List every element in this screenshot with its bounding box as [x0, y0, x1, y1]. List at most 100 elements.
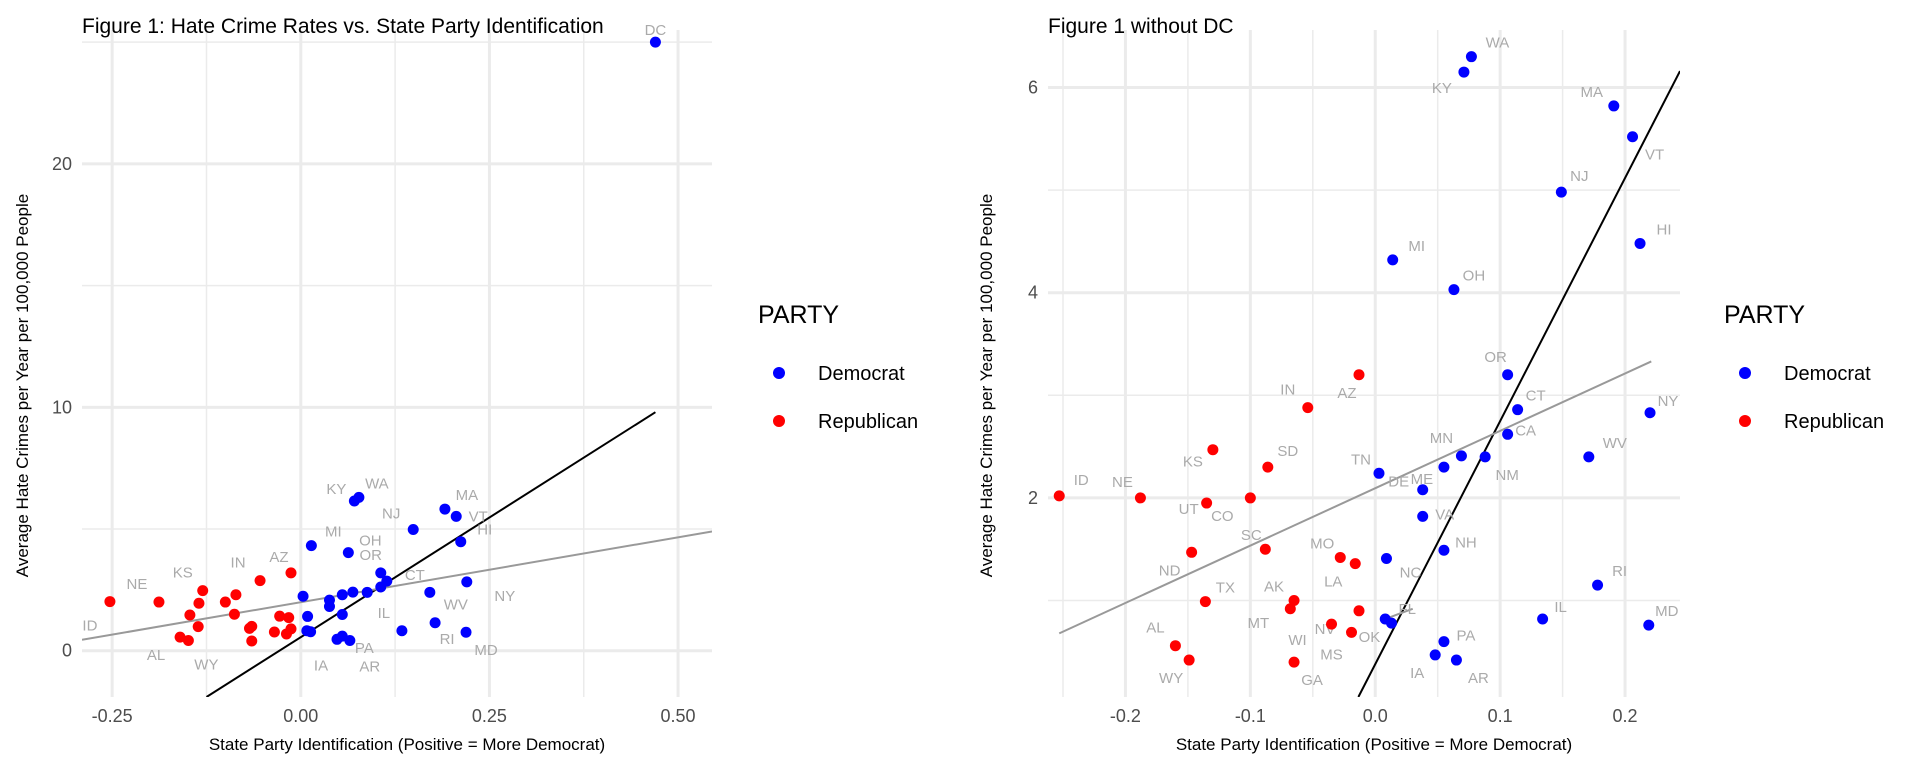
y-axis-title: Average Hate Crimes per Year per 100,000… [977, 194, 996, 577]
data-point [1134, 492, 1146, 504]
data-point [153, 596, 165, 608]
legend-label-republican: Republican [818, 411, 918, 433]
data-point [1502, 369, 1514, 381]
point-label: MI [1408, 238, 1425, 255]
point-label: IL [378, 605, 391, 622]
data-point [1387, 254, 1399, 266]
data-point [455, 536, 467, 548]
point-label: KY [1432, 80, 1452, 97]
legend-key-democrat [1739, 367, 1751, 379]
data-point [1259, 543, 1271, 555]
point-label: AL [1146, 620, 1164, 637]
point-label: MA [1581, 84, 1604, 101]
point-label: KY [326, 481, 346, 498]
data-point [1346, 626, 1358, 638]
point-label: WA [365, 475, 389, 492]
point-label: AL [147, 647, 165, 664]
data-point [1644, 407, 1656, 419]
data-point [228, 608, 240, 620]
point-label: MD [1655, 603, 1678, 620]
data-point [1448, 284, 1460, 296]
data-point [649, 36, 661, 48]
point-label: VT [469, 508, 488, 525]
point-label: MT [1247, 615, 1269, 632]
x-tick-label: 0.1 [1488, 706, 1513, 726]
data-point [1608, 100, 1620, 112]
point-label: PA [1456, 628, 1475, 645]
data-point [1207, 444, 1219, 456]
point-label: NY [494, 588, 515, 605]
legend: PARTY Democrat Republican [758, 301, 918, 433]
point-label: SC [1241, 527, 1262, 544]
point-label: LA [1324, 574, 1342, 591]
data-point [1450, 654, 1462, 666]
point-label: WV [444, 596, 468, 613]
data-point [283, 612, 295, 624]
data-point [174, 631, 186, 643]
data-point [1326, 618, 1338, 630]
data-point [344, 635, 356, 647]
data-point [1592, 579, 1604, 591]
data-point [439, 503, 451, 515]
y-tick-label: 6 [1028, 77, 1038, 97]
x-axis-title: State Party Identification (Positive = M… [209, 735, 605, 754]
data-point [1502, 428, 1514, 440]
point-label: RI [440, 631, 455, 648]
point-label: AR [359, 659, 380, 676]
data-point [285, 567, 297, 579]
point-label: KS [173, 565, 193, 582]
data-point [230, 589, 242, 601]
data-point [348, 495, 360, 507]
point-label: IN [231, 555, 246, 572]
data-point [1053, 490, 1065, 502]
data-point [396, 625, 408, 637]
point-label: CA [1515, 422, 1536, 439]
data-point [1353, 605, 1365, 617]
data-point [1334, 551, 1346, 563]
point-label: MD [474, 642, 497, 659]
data-point [1201, 497, 1213, 509]
point-label: OH [1463, 268, 1486, 285]
data-point [1429, 649, 1441, 661]
point-label: TN [1351, 451, 1371, 468]
data-point [1634, 237, 1646, 249]
data-point [104, 596, 116, 608]
data-point [375, 567, 387, 579]
data-point [305, 540, 317, 552]
legend-key-democrat [773, 367, 785, 379]
point-label: ID [82, 618, 97, 635]
data-point [1417, 484, 1429, 496]
point-label: WY [1159, 670, 1183, 687]
chart-title: Figure 1: Hate Crime Rates vs. State Par… [82, 15, 604, 38]
data-point [1373, 467, 1385, 479]
point-label: CO [1211, 508, 1234, 525]
x-axis-title: State Party Identification (Positive = M… [1176, 735, 1572, 754]
data-point [1455, 450, 1467, 462]
point-label: NE [1112, 474, 1133, 491]
data-point [450, 510, 462, 522]
legend-label-republican: Republican [1784, 411, 1884, 433]
point-label: AR [1468, 670, 1489, 687]
legend-label-democrat: Democrat [1784, 363, 1871, 385]
point-label: FL [1398, 601, 1416, 618]
data-point [1417, 510, 1429, 522]
point-label: ID [1074, 472, 1089, 489]
point-label: SD [1277, 443, 1298, 460]
point-label: OK [1359, 629, 1381, 646]
data-point [219, 596, 231, 608]
data-point [1302, 402, 1314, 414]
x-tick-label: -0.1 [1235, 706, 1266, 726]
fit-line-black [1357, 70, 1680, 697]
point-label: IL [1554, 599, 1567, 616]
data-point [193, 597, 205, 609]
data-point [1385, 617, 1397, 629]
point-label: WY [194, 657, 218, 674]
point-label: HI [477, 522, 492, 539]
data-point [280, 628, 292, 640]
data-point [1643, 619, 1655, 631]
legend-title: PARTY [1724, 301, 1805, 329]
data-point [375, 581, 387, 593]
